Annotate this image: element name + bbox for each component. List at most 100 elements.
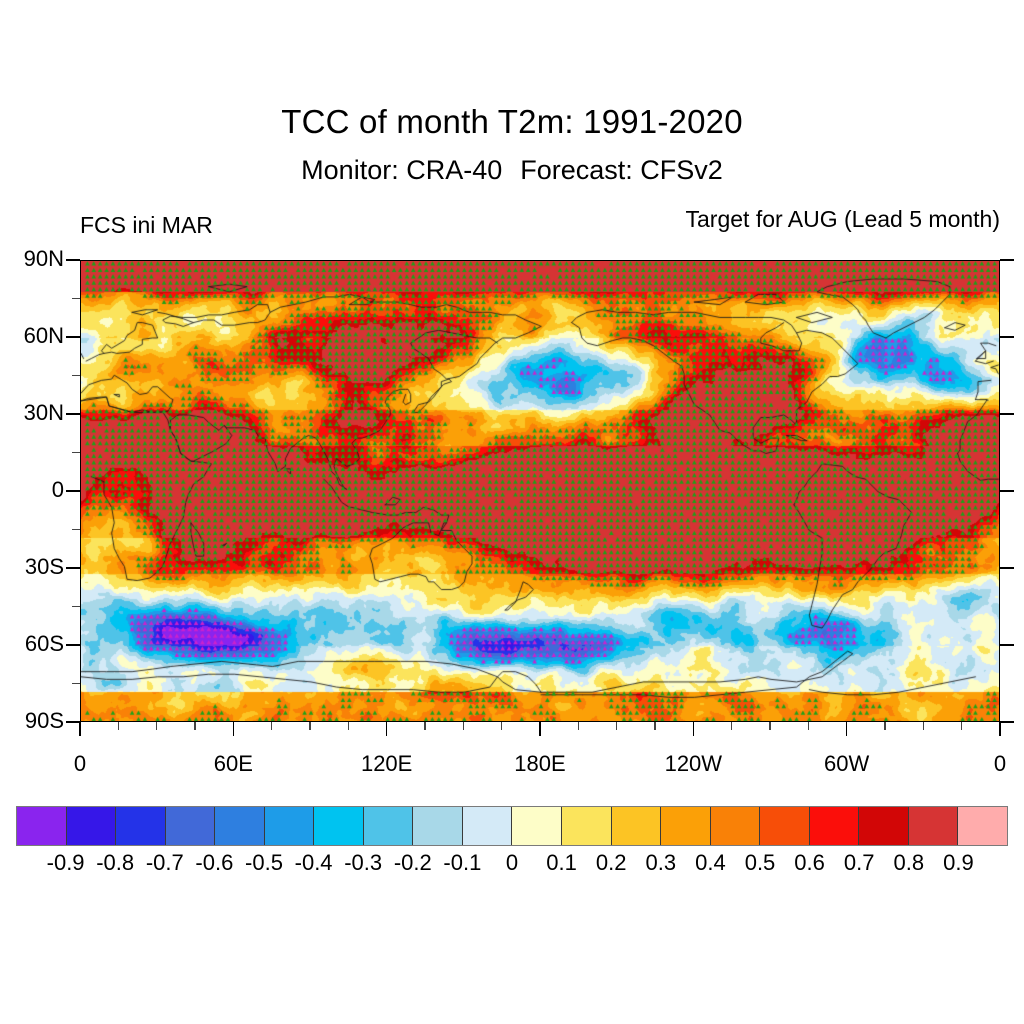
colorbar-cell (908, 807, 959, 845)
y-minor-tick (72, 297, 80, 300)
y-major-tick (66, 336, 80, 338)
y-axis-label: 90S (24, 708, 64, 733)
colorbar-cell (661, 807, 711, 845)
x-minor-tick (884, 722, 886, 730)
y-axis-label: 30S (24, 554, 64, 579)
x-minor-tick (730, 722, 733, 730)
colorbar-cell (363, 807, 414, 845)
y-axis-label: 60S (24, 631, 64, 656)
colorbar-cell (314, 807, 364, 845)
y-major-tick (66, 721, 80, 723)
y-axis-label: 0 (51, 477, 64, 502)
colorbar-tick-label: -0.2 (393, 850, 432, 875)
colorbar-tick-label: -0.6 (195, 850, 234, 875)
x-minor-tick (155, 722, 158, 730)
map-plot-area (80, 260, 1000, 722)
colorbar-cell (958, 807, 1007, 845)
colorbar-labels: -0.9 -0.8 -0.7 -0.6 -0.5 -0.4 -0.3 -0.2 -0.1 0 0.1… (16, 850, 1008, 880)
colorbar-tick-label: -0.5 (245, 850, 283, 875)
x-minor-tick (922, 722, 925, 730)
fcs-init-label: FCS ini MAR (80, 212, 213, 238)
x-major-tick (845, 722, 848, 736)
colorbar-tick-label: 0.4 (695, 850, 726, 875)
colorbar-cell (165, 807, 216, 845)
colorbar-tick-label: -0.4 (294, 850, 333, 875)
x-minor-tick (500, 722, 503, 730)
colorbar-tick-label: -0.1 (443, 850, 482, 875)
colorbar-tick-label: 0.7 (843, 850, 875, 875)
page-title: TCC of month T2m: 1991-2020 (281, 103, 743, 140)
colorbar-tick-label: -0.3 (344, 850, 383, 875)
y-major-tick (66, 259, 80, 261)
colorbar-tick-label: 0.2 (595, 850, 627, 875)
subtitle: Monitor: CRA-40 Forecast: CFSv2 (0, 155, 1024, 186)
colorbar-tick-label: 0.6 (794, 850, 825, 875)
x-minor-tick (270, 722, 273, 730)
x-axis-label: 0 (993, 751, 1007, 776)
colorbar-cell (760, 807, 810, 845)
x-major-tick (999, 722, 1001, 736)
x-axis-label: 60E (213, 751, 253, 776)
y-minor-tick (72, 451, 80, 454)
colorbar-tick-label: 0.9 (943, 850, 974, 875)
colorbar-cell (66, 807, 117, 845)
y-major-tick-right (1000, 567, 1014, 569)
colorbar-tick-label: -0.7 (145, 850, 184, 875)
colorbar-cell (17, 807, 67, 845)
colorbar-cell (413, 807, 463, 845)
x-minor-tick (615, 722, 618, 730)
y-major-tick-right (1000, 259, 1014, 261)
x-major-tick (232, 722, 235, 736)
y-major-tick-right (1000, 490, 1014, 492)
colorbar-tick-label: 0.1 (546, 850, 577, 875)
colorbar-tick-label: -0.8 (96, 850, 135, 875)
colorbar-tick-label: 0.8 (893, 850, 925, 875)
x-minor-tick (654, 722, 656, 730)
y-axis-label: 90N (23, 246, 64, 271)
x-major-tick (385, 722, 388, 736)
y-axis-label: 30N (23, 400, 64, 425)
target-label: Target for AUG (Lead 5 month) (685, 206, 1001, 232)
colorbar-cell (611, 807, 662, 845)
colorbar-tick-label: 0 (505, 850, 519, 875)
colorbar-cell (859, 807, 909, 845)
x-minor-tick (807, 722, 810, 730)
y-minor-tick (72, 682, 80, 685)
subtitle-monitor: Monitor: CRA-40 (301, 155, 503, 185)
colorbar-tick-label: -0.9 (46, 850, 85, 875)
x-major-tick (539, 722, 541, 736)
y-major-tick-right (1000, 644, 1014, 646)
y-axis-label: 60N (23, 323, 64, 348)
significance-stippling (81, 261, 999, 721)
colorbar-cell (264, 807, 315, 845)
colorbar-cell (215, 807, 265, 845)
colorbar-cell (116, 807, 166, 845)
y-major-tick (66, 644, 80, 646)
subtitle-forecast: Forecast: CFSv2 (520, 155, 723, 185)
x-major-tick (79, 722, 81, 736)
x-axis-label: 0 (73, 751, 87, 776)
colorbar-cell (710, 807, 761, 845)
y-minor-tick (72, 374, 80, 377)
y-major-tick-right (1000, 413, 1014, 415)
x-axis-label: 120E (360, 751, 413, 776)
y-major-tick (66, 567, 80, 569)
y-major-tick (66, 490, 80, 492)
x-minor-tick (347, 722, 350, 730)
colorbar-cell (512, 807, 563, 845)
x-minor-tick (309, 722, 311, 730)
y-minor-tick (72, 528, 80, 531)
x-minor-tick (424, 722, 426, 730)
colorbar (16, 806, 1008, 846)
colorbar-tick-label: 0.5 (744, 850, 776, 875)
colorbar-tick-label: 0.3 (645, 850, 677, 875)
x-minor-tick (577, 722, 580, 730)
x-minor-tick (117, 722, 120, 730)
x-major-tick (692, 722, 695, 736)
y-minor-tick (72, 605, 80, 608)
colorbar-cell (462, 807, 513, 845)
y-major-tick-right (1000, 721, 1014, 723)
colorbar-cell (562, 807, 612, 845)
x-minor-tick (194, 722, 196, 730)
y-major-tick-right (1000, 336, 1014, 338)
